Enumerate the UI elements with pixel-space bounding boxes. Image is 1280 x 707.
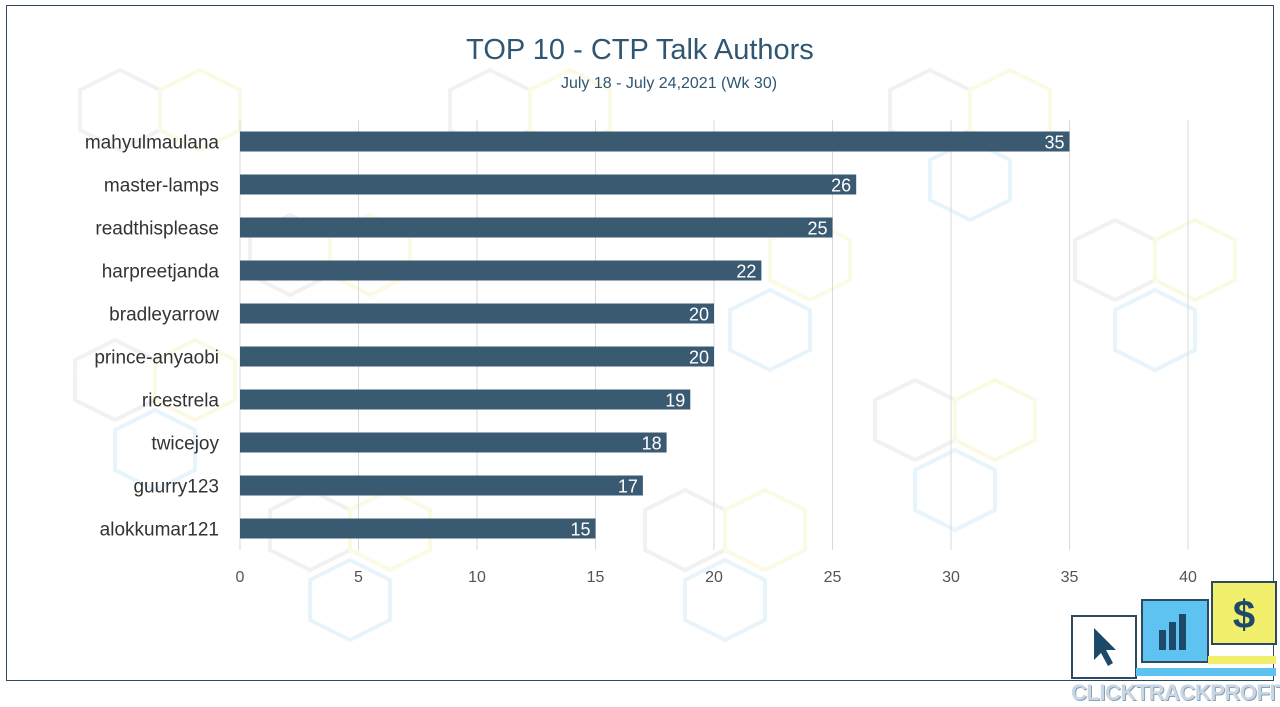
chart-subtitle: July 18 - July 24,2021 (Wk 30) [560,75,778,92]
x-tick-label: 15 [587,569,605,586]
bar [240,303,714,324]
bar [240,389,691,410]
data-label: 20 [689,348,709,368]
data-label: 25 [807,219,827,239]
category-label: master-lamps [104,176,219,197]
x-tick-label: 30 [942,569,960,586]
category-label: mahyulmaulana [85,133,220,154]
category-label: readthisplease [95,219,219,240]
data-label: 35 [1044,133,1064,153]
x-tick-label: 0 [236,569,245,586]
x-tick-label: 40 [1179,569,1197,586]
data-label: 20 [689,305,709,325]
category-label: bradleyarrow [109,305,219,326]
category-label: guurry123 [133,477,219,498]
bar [240,131,1070,152]
x-tick-label: 10 [468,569,486,586]
x-tick-label: 5 [354,569,363,586]
chart-title: TOP 10 - CTP Talk Authors [466,34,814,66]
bar [240,346,714,367]
logo-wordmark: CLICKTRACKPROFIT [1071,680,1280,705]
bar [240,260,762,281]
data-label: 26 [831,176,851,196]
x-tick-label: 20 [705,569,723,586]
svg-text:$: $ [1233,593,1255,637]
x-tick-label: 35 [1061,569,1079,586]
bar [240,475,643,496]
clicktrackprofit-logo: $ [1071,581,1277,679]
bar [240,432,667,453]
category-label: alokkumar121 [100,520,219,541]
category-label: prince-anyaobi [94,348,219,369]
data-label: 18 [642,434,662,454]
data-label: 19 [665,391,685,411]
chart-frame [6,5,1274,681]
data-label: 15 [570,520,590,540]
category-label: harpreetjanda [102,262,220,283]
bar [240,174,857,195]
category-label: ricestrela [142,391,220,412]
bar [240,217,833,238]
bar [240,518,596,539]
x-tick-label: 25 [824,569,842,586]
category-label: twicejoy [151,434,219,455]
data-label: 17 [618,477,638,497]
data-label: 22 [736,262,756,282]
